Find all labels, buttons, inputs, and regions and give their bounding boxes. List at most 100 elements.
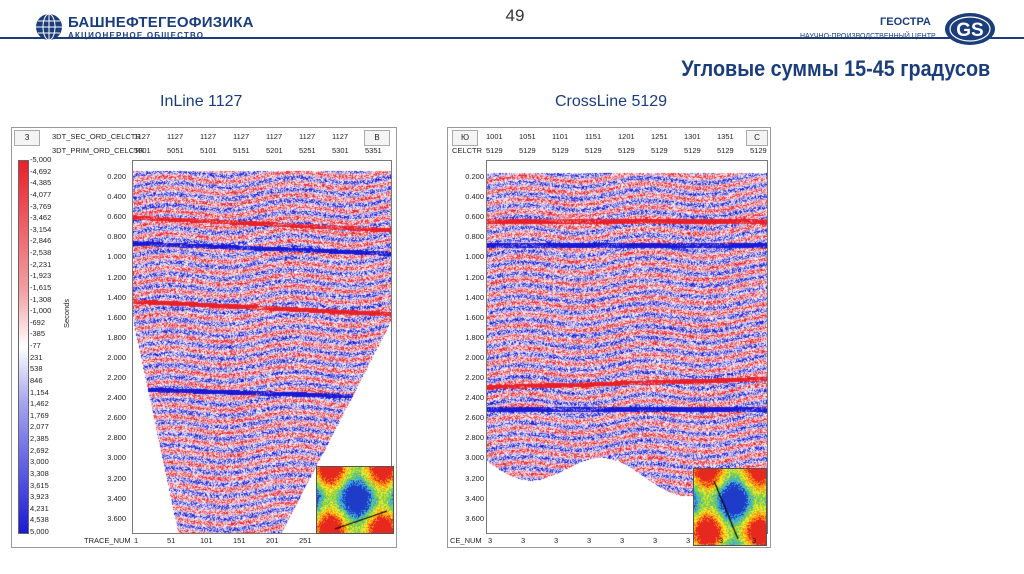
- header-value: 1301: [684, 132, 701, 141]
- colorbar-value: 2,692: [30, 445, 49, 455]
- company-left-subtitle: АКЦИОНЕРНОЕ ОБЩЕСТВО: [68, 31, 205, 40]
- colorbar-value: -3,462: [30, 213, 52, 223]
- colorbar-value: 1,462: [30, 399, 49, 409]
- y-axis-ticks: 0.200 0.400 0.600 0.800 1.000 1.200 1.400 1.600…: [452, 160, 486, 540]
- y-tick-label: 1.800: [107, 332, 126, 342]
- right-direction-label: С: [746, 130, 768, 146]
- colorbar-value: 2,077: [30, 422, 49, 432]
- colorbar-value: 3,923: [30, 492, 49, 502]
- x-axis-ticks: 3 3 3 3 3 3 3 3 3: [488, 536, 758, 546]
- y-tick-label: 2.000: [465, 352, 484, 362]
- page-number: 49: [505, 6, 525, 25]
- y-tick-label: 0.800: [107, 232, 126, 242]
- y-tick-label: 3.000: [107, 453, 126, 463]
- company-right-subtitle: НАУЧНО-ПРОИЗВОДСТВЕННЫЙ ЦЕНТР: [800, 33, 936, 40]
- location-map-inset: [316, 466, 394, 534]
- y-tick-label: 2.000: [107, 352, 126, 362]
- header-value: 1001: [486, 132, 503, 141]
- colorbar-value: -1,000: [30, 306, 52, 316]
- header-value: 5129: [618, 146, 635, 155]
- crossline-seismic-panel: Ю С CELCTR 1001 1051 1101 1151 1201 1251 1301 1…: [447, 127, 771, 548]
- header-value: 1051: [519, 132, 536, 141]
- header-value: 5129: [717, 146, 734, 155]
- y-tick-label: 1.200: [465, 272, 484, 282]
- colorbar-value: 538: [30, 364, 43, 374]
- colorbar-value: 3,615: [30, 480, 49, 490]
- colorbar-value: -1,308: [30, 294, 52, 304]
- gs-logo-text: GS: [956, 20, 983, 41]
- header-value: 5129: [585, 146, 602, 155]
- y-axis-label: Seconds: [62, 298, 71, 328]
- header-value: 251: [299, 536, 312, 545]
- header-value: 151: [233, 536, 246, 545]
- colorbar-value: -692: [30, 317, 46, 327]
- header-value: 1151: [585, 132, 602, 141]
- y-tick-label: 2.600: [465, 413, 484, 423]
- y-tick-label: 1.600: [465, 312, 484, 322]
- y-tick-label: 1.600: [107, 312, 126, 322]
- colorbar-value: -3,154: [30, 224, 52, 234]
- colorbar-value: 4,231: [30, 503, 49, 513]
- header-divider: [0, 37, 1024, 39]
- header-value: 5201: [266, 146, 283, 155]
- colorbar-value: 846: [30, 375, 43, 385]
- left-section-title: InLine 1127: [160, 93, 243, 110]
- y-axis-ticks: 0.200 0.400 0.600 0.800 1.000 1.200 1.400 1.600…: [88, 160, 128, 540]
- row1-header-label: 3DT_SEC_ORD_CELCTR: [52, 132, 141, 141]
- y-tick-label: 3.600: [465, 513, 484, 523]
- header-value: 3: [488, 536, 493, 545]
- header-value: 5251: [299, 146, 316, 155]
- header-value: 3: [752, 536, 757, 545]
- header-value: 1127: [134, 132, 151, 141]
- y-tick-label: 1.400: [465, 292, 484, 302]
- bashneftegeofizika-logo: [36, 13, 62, 41]
- y-tick-label: 2.200: [107, 373, 126, 382]
- header-value: 1127: [332, 132, 349, 141]
- y-tick-label: 0.400: [107, 192, 126, 202]
- colorbar-value: -2,846: [30, 236, 52, 246]
- header-value: 3: [620, 536, 625, 545]
- colorbar-value: 3,308: [30, 468, 49, 478]
- header-value: 201: [266, 536, 279, 545]
- location-map-image: [317, 467, 393, 533]
- company-right-name: ГЕОСТРА: [880, 16, 931, 28]
- header-value: 1201: [618, 132, 635, 141]
- y-tick-label: 2.400: [465, 393, 484, 403]
- y-tick-label: 3.200: [465, 473, 484, 483]
- header-value: 5101: [200, 146, 217, 155]
- inline-seismic-panel: З В 3DT_SEC_ORD_CELCTR 3DT_PRIM_ORD_CELC…: [11, 127, 397, 548]
- y-tick-label: 1.000: [107, 252, 126, 262]
- y-tick-label: 0.600: [107, 212, 126, 222]
- header-value: 1351: [717, 132, 734, 141]
- colorbar-value: -5,000: [30, 155, 52, 164]
- header-value: 51: [167, 536, 176, 545]
- header-value: 1127: [233, 132, 250, 141]
- colorbar-value: -77: [30, 341, 41, 350]
- colorbar-value: 4,538: [30, 515, 49, 525]
- y-tick-label: 1.000: [465, 252, 484, 262]
- y-tick-label: 0.200: [465, 172, 484, 181]
- row2-header-label: CELCTR: [452, 146, 483, 155]
- colorbar-value: -385: [30, 329, 46, 339]
- colorbar-value: -1,923: [30, 271, 52, 281]
- y-tick-label: 3.600: [107, 513, 126, 523]
- header-value: 5129: [552, 146, 569, 155]
- header-value: 5151: [233, 146, 250, 155]
- header-value: 1101: [552, 132, 569, 141]
- x-axis-ticks: 1 51 101 151 201 251: [134, 536, 384, 546]
- right-section-title: CrossLine 5129: [555, 93, 668, 110]
- left-direction-label: Ю: [452, 130, 478, 146]
- colorbar-value: 3,000: [30, 457, 49, 467]
- y-tick-label: 2.800: [107, 433, 126, 443]
- row1-values: 1001 1051 1101 1151 1201 1251 1301 1351: [486, 132, 742, 142]
- header-value: 5129: [750, 146, 767, 155]
- header-value: 3: [554, 536, 559, 545]
- colorbar-value: -2,538: [30, 248, 52, 257]
- y-tick-label: 3.400: [465, 493, 484, 503]
- location-map-inset: [693, 468, 767, 546]
- y-tick-label: 0.600: [465, 212, 484, 222]
- amplitude-colorbar: [18, 160, 29, 534]
- colorbar-value: 231: [30, 352, 43, 362]
- location-map-image: [694, 469, 766, 545]
- header-value: 5129: [651, 146, 668, 155]
